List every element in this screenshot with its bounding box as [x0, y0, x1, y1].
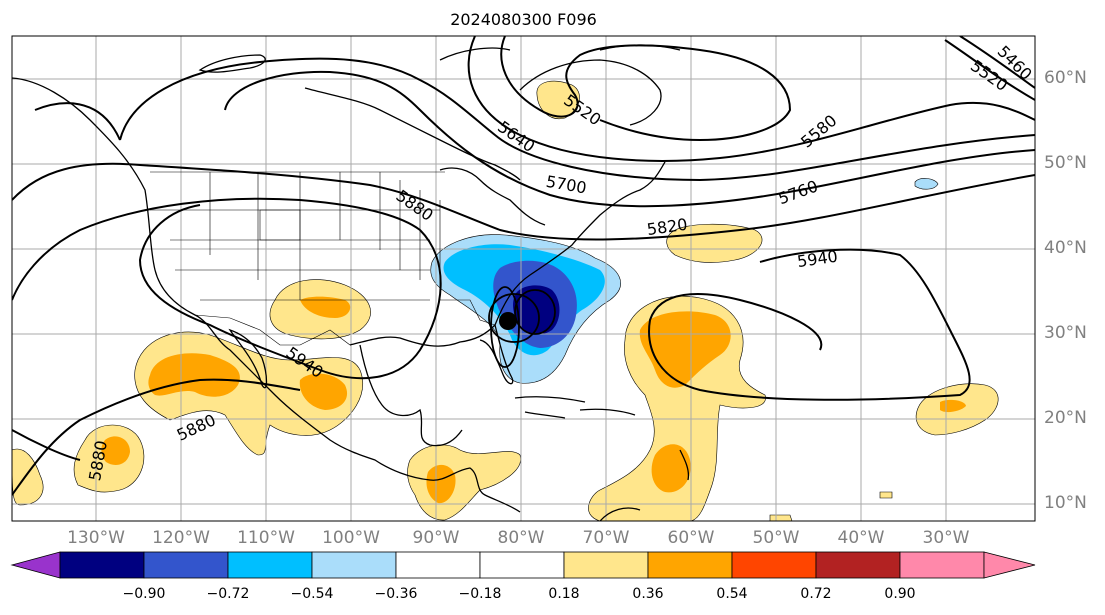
lat-label: 20°N	[1044, 408, 1087, 428]
contour-label: 5580	[797, 111, 840, 152]
colorbar-cell	[983, 551, 1036, 579]
contour-label: 5640	[494, 117, 538, 156]
lon-label: 120°W	[152, 528, 210, 548]
colorbar-cell	[311, 551, 397, 579]
colorbar-cell	[143, 551, 229, 579]
colorbar-tick-label: −0.54	[290, 586, 334, 602]
colorbar-cell	[815, 551, 901, 579]
colorbar-tick-label: 0.36	[632, 586, 664, 602]
colorbar-cell	[563, 551, 649, 579]
map-body: 5460 5520 5520 5580 5640 5700 5760 5820 …	[12, 36, 1035, 521]
colorbar-cell	[647, 551, 733, 579]
colorbar-cell	[227, 551, 313, 579]
colorbar-cell	[395, 551, 481, 579]
colorbar-cell	[479, 551, 565, 579]
lon-label: 30°W	[922, 528, 970, 548]
political-borders	[150, 171, 496, 346]
colorbar-cell	[899, 551, 985, 579]
lon-label: 90°W	[412, 528, 460, 548]
colorbar-cell	[731, 551, 817, 579]
height-contours	[12, 36, 1035, 496]
storm-center-dot	[499, 312, 517, 330]
lon-label: 110°W	[237, 528, 295, 548]
lon-label: 50°W	[752, 528, 800, 548]
lat-lon-grid	[12, 36, 1035, 521]
colorbar-cell	[59, 551, 145, 579]
lon-label: 80°W	[497, 528, 545, 548]
lat-label: 40°N	[1044, 238, 1087, 258]
colorbar-cell	[10, 551, 61, 579]
lon-label: 100°W	[322, 528, 380, 548]
contour-label: 5520	[560, 91, 604, 130]
colorbar-tick-label: −0.36	[374, 586, 418, 602]
contour-label: 5700	[545, 172, 588, 198]
contour-label: 5760	[776, 176, 821, 208]
colorbar	[10, 551, 1036, 579]
lon-label: 130°W	[67, 528, 125, 548]
lat-label: 30°N	[1044, 323, 1087, 343]
storm-rings	[488, 286, 556, 368]
lat-label: 10°N	[1044, 493, 1087, 513]
lon-label: 60°W	[667, 528, 715, 548]
colorbar-tick-label: 0.90	[884, 586, 916, 602]
lat-label: 60°N	[1044, 68, 1087, 88]
colorbar-tick-label: 0.54	[716, 586, 748, 602]
lon-label: 40°W	[837, 528, 885, 548]
colorbar-tick-label: 0.18	[548, 586, 580, 602]
colorbar-tick-label: 0.72	[800, 586, 832, 602]
colorbar-tick-label: −0.18	[458, 586, 502, 602]
lat-label: 50°N	[1044, 153, 1087, 173]
map-title: 2024080300 F096	[450, 10, 597, 29]
map-frame	[11, 35, 1036, 522]
lon-label: 70°W	[582, 528, 630, 548]
contour-label: 5940	[796, 247, 839, 271]
colorbar-tick-label: −0.90	[122, 586, 166, 602]
colorbar-tick-label: −0.72	[206, 586, 250, 602]
